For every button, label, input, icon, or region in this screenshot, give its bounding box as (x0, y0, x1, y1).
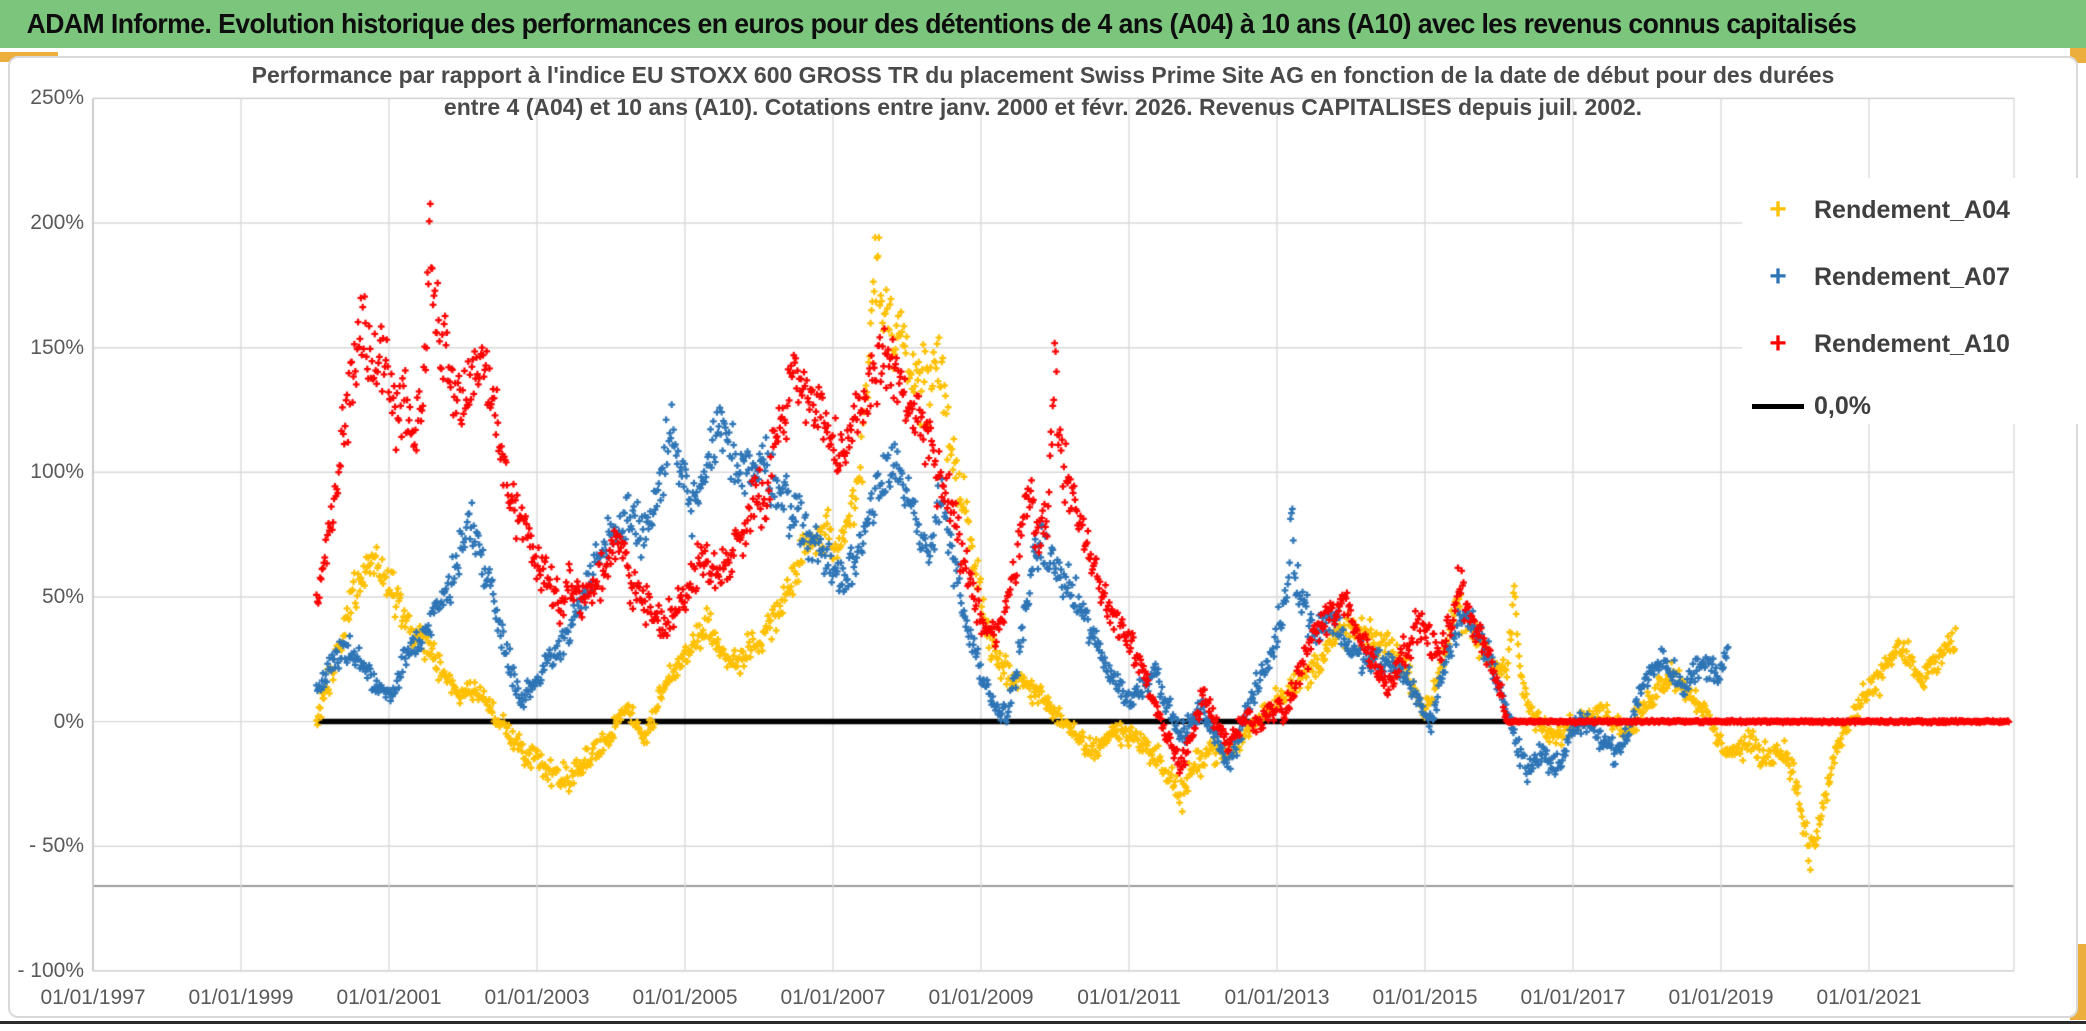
legend-item-rendement-a10: + Rendement_A10 (1742, 322, 2078, 366)
title-bar-text: ADAM Informe. Evolution historique des p… (26, 8, 1857, 39)
y-axis-tick: 250% (30, 86, 84, 110)
plus-marker-icon: + (1769, 327, 1787, 360)
legend-label: 0,0% (1814, 391, 1871, 420)
x-axis-tick: 01/01/2013 (1224, 986, 1330, 1009)
legend-item-rendement-a04: + Rendement_A04 (1742, 188, 2078, 232)
x-axis-tick: 01/01/1999 (188, 986, 294, 1009)
chart-title-line2: entre 4 (A04) et 10 ans (A10). Cotations… (443, 94, 1643, 120)
legend-item-rendement-a07: + Rendement_A07 (1742, 255, 2078, 299)
x-axis-tick: 01/01/2003 (484, 986, 590, 1009)
plus-marker-icon: + (1769, 193, 1787, 226)
legend-label: Rendement_A07 (1814, 262, 2010, 291)
x-axis-tick: 01/01/1997 (40, 986, 146, 1009)
y-axis-tick: 150% (30, 335, 84, 359)
x-axis-tick: 01/01/2015 (1372, 986, 1478, 1009)
y-axis-tick: 50% (41, 584, 84, 608)
x-axis-tick: 01/01/2007 (780, 986, 886, 1009)
y-axis-tick: 0% (53, 709, 84, 733)
legend-item-0-0-: 0,0% (1742, 384, 2078, 428)
y-axis-tick: 100% (30, 460, 84, 484)
x-axis-tick: 01/01/2021 (1816, 986, 1922, 1009)
legend-label: Rendement_A04 (1814, 195, 2010, 224)
slide-bottom-border (0, 1021, 2086, 1024)
x-axis-tick: 01/01/2005 (632, 986, 738, 1009)
y-axis-tick: - 100% (17, 958, 84, 982)
x-axis-tick: 01/01/2019 (1668, 986, 1774, 1009)
title-bar: ADAM Informe. Evolution historique des p… (0, 0, 2086, 48)
x-axis-tick: 01/01/2011 (1077, 986, 1181, 1009)
x-axis-tick: 01/01/2017 (1520, 986, 1626, 1009)
chart-title: Performance par rapport à l'indice EU ST… (143, 59, 1943, 123)
plus-marker-icon: + (1769, 260, 1787, 293)
legend: + Rendement_A04 + Rendement_A07 + Rendement_A… (1742, 178, 2078, 424)
x-axis-tick: 01/01/2009 (928, 986, 1034, 1009)
chart-title-line1: Performance par rapport à l'indice EU ST… (251, 62, 1835, 88)
x-axis-tick: 01/01/2001 (336, 986, 442, 1009)
y-axis-tick: - 50% (29, 834, 84, 858)
y-axis-tick: 200% (30, 211, 84, 235)
legend-label: Rendement_A10 (1814, 329, 2010, 358)
line-marker-icon (1752, 403, 1804, 409)
